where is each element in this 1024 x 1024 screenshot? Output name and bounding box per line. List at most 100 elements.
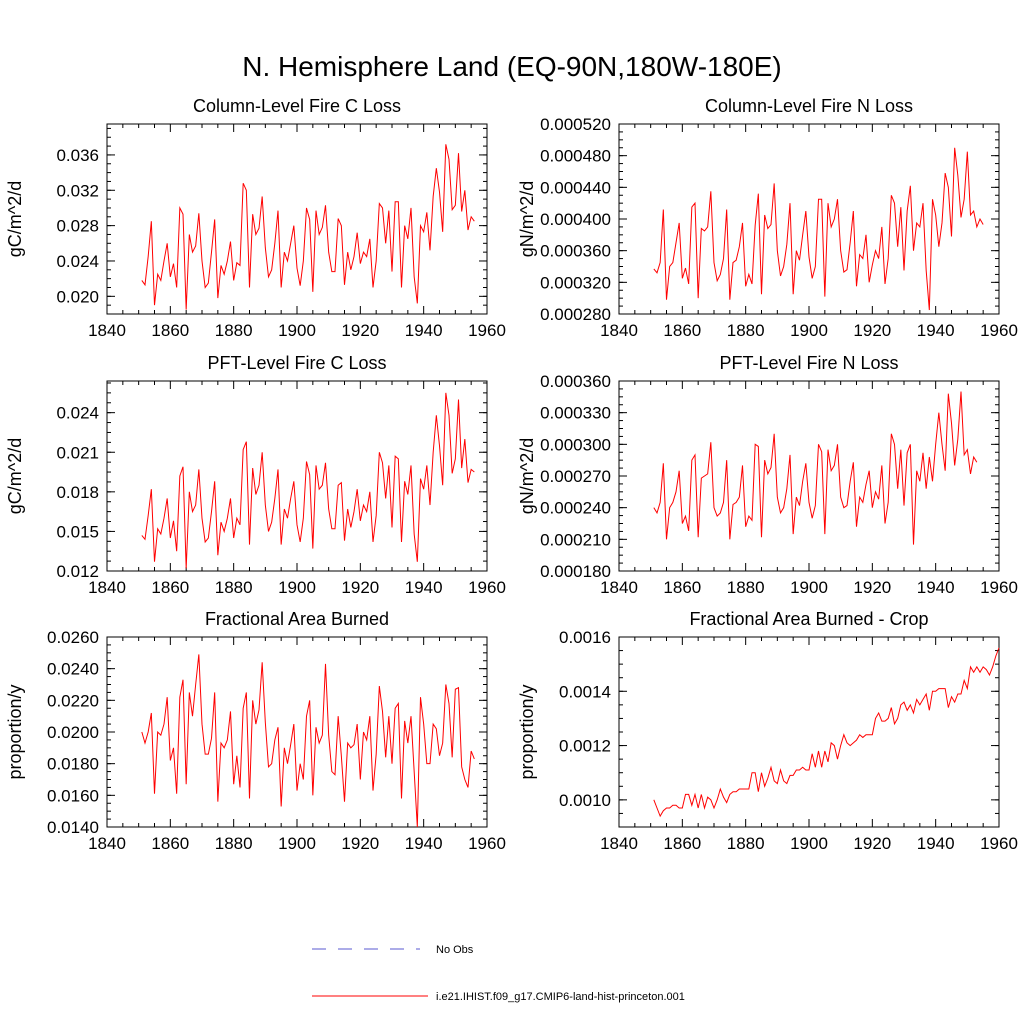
y-tick-label: 0.000240 [540, 499, 611, 518]
y-tick-label: 0.018 [56, 483, 99, 502]
panel-title: Column-Level Fire C Loss [193, 96, 401, 116]
figure-title: N. Hemisphere Land (EQ-90N,180W-180E) [242, 51, 782, 82]
series-line [141, 392, 475, 569]
y-tick-label: 0.000180 [540, 562, 611, 581]
y-tick-label: 0.0260 [47, 628, 99, 647]
y-tick-label: 0.0014 [559, 682, 611, 701]
chart-pft-level-fire-n-loss: PFT-Level Fire N Loss gN/m^2/d 1840 1860 188… [517, 353, 1018, 597]
x-tick-label: 1840 [600, 834, 638, 853]
chart-column-level-fire-n-loss: Column-Level Fire N Loss gN/m^2/d 1840 1860… [517, 96, 1018, 340]
x-tick-label: 1860 [151, 834, 189, 853]
x-tick-label: 1920 [341, 834, 379, 853]
panel-title: Column-Level Fire N Loss [705, 96, 913, 116]
y-axis-label: gN/m^2/d [517, 181, 537, 257]
y-tick-label: 0.024 [56, 252, 99, 271]
y-tick-label: 0.000320 [540, 273, 611, 292]
x-tick-label: 1860 [151, 578, 189, 597]
x-tick-label: 1840 [88, 321, 126, 340]
y-tick-label: 0.024 [56, 404, 99, 423]
x-tick-label: 1940 [917, 834, 955, 853]
plot-frame [106, 123, 488, 315]
chart-pft-level-fire-c-loss: PFT-Level Fire C Loss gC/m^2/d 1840 1860 188… [5, 353, 506, 597]
x-tick-label: 1940 [405, 834, 443, 853]
x-tick-label: 1900 [790, 321, 828, 340]
y-tick-label: 0.0180 [47, 755, 99, 774]
y-tick-label: 0.000360 [540, 372, 611, 391]
x-tick-label: 1960 [980, 578, 1018, 597]
x-tick-label: 1860 [663, 834, 701, 853]
series-line [653, 391, 978, 545]
x-tick-label: 1880 [727, 321, 765, 340]
x-tick-label: 1880 [215, 578, 253, 597]
y-tick-label: 0.000280 [540, 305, 611, 324]
series-line [141, 144, 475, 310]
y-tick-label: 0.000330 [540, 404, 611, 423]
x-tick-label: 1860 [663, 321, 701, 340]
x-tick-label: 1900 [278, 321, 316, 340]
x-tick-label: 1920 [853, 321, 891, 340]
y-tick-label: 0.036 [56, 146, 99, 165]
x-tick-label: 1900 [278, 578, 316, 597]
y-axis-label: proportion/y [517, 684, 537, 779]
x-tick-label: 1880 [215, 321, 253, 340]
x-tick-label: 1940 [405, 321, 443, 340]
y-tick-label: 0.020 [56, 287, 99, 306]
x-tick-label: 1960 [468, 321, 506, 340]
y-axis-label: proportion/y [5, 684, 25, 779]
series-line [653, 647, 1000, 818]
y-tick-label: 0.012 [56, 562, 99, 581]
x-tick-label: 1920 [853, 834, 891, 853]
y-tick-label: 0.000360 [540, 242, 611, 261]
plot-frame [618, 636, 1000, 828]
x-tick-label: 1840 [600, 578, 638, 597]
x-tick-label: 1940 [917, 578, 955, 597]
y-tick-label: 0.032 [56, 181, 99, 200]
y-tick-label: 0.015 [56, 522, 99, 541]
y-tick-label: 0.000520 [540, 115, 611, 134]
x-tick-label: 1860 [663, 578, 701, 597]
chart-column-level-fire-c-loss: Column-Level Fire C Loss gC/m^2/d 1840 1860… [5, 96, 506, 340]
y-tick-label: 0.000210 [540, 530, 611, 549]
series-line [141, 654, 475, 828]
x-tick-label: 1920 [341, 578, 379, 597]
series-line [653, 147, 984, 311]
y-tick-label: 0.0160 [47, 786, 99, 805]
y-tick-label: 0.021 [56, 443, 99, 462]
legend: No Obs i.e21.IHIST.f09_g17.CMIP6-land-hi… [312, 944, 685, 1003]
x-tick-label: 1860 [151, 321, 189, 340]
x-tick-label: 1880 [215, 834, 253, 853]
panel-title: PFT-Level Fire C Loss [207, 353, 386, 373]
y-tick-label: 0.000440 [540, 178, 611, 197]
y-tick-label: 0.000300 [540, 435, 611, 454]
plot-frame [618, 380, 1000, 572]
y-tick-label: 0.000480 [540, 147, 611, 166]
x-tick-label: 1920 [853, 578, 891, 597]
x-tick-label: 1840 [88, 834, 126, 853]
chart-fractional-area-burned: Fractional Area Burned proportion/y 1840 18… [5, 609, 506, 853]
panel-title: Fractional Area Burned - Crop [689, 609, 928, 629]
x-tick-label: 1920 [341, 321, 379, 340]
y-tick-label: 0.0240 [47, 660, 99, 679]
y-axis-label: gC/m^2/d [5, 438, 25, 514]
panel-title: Fractional Area Burned [205, 609, 389, 629]
x-tick-label: 1900 [790, 578, 828, 597]
legend-obs-label: No Obs [436, 944, 474, 956]
x-tick-label: 1940 [917, 321, 955, 340]
x-tick-label: 1900 [790, 834, 828, 853]
y-axis-label: gN/m^2/d [517, 438, 537, 514]
plot-frame [106, 380, 488, 572]
y-axis-label: gC/m^2/d [5, 181, 25, 257]
panel-title: PFT-Level Fire N Loss [719, 353, 898, 373]
x-tick-label: 1840 [88, 578, 126, 597]
chart-fractional-area-burned-crop: Fractional Area Burned - Crop proportion/… [517, 609, 1018, 853]
x-tick-label: 1960 [980, 834, 1018, 853]
x-tick-label: 1880 [727, 834, 765, 853]
x-tick-label: 1880 [727, 578, 765, 597]
y-tick-label: 0.0010 [559, 791, 611, 810]
legend-model-label: i.e21.IHIST.f09_g17.CMIP6-land-hist-prin… [436, 991, 685, 1003]
y-tick-label: 0.0220 [47, 691, 99, 710]
x-tick-label: 1960 [468, 834, 506, 853]
panels: Column-Level Fire C Loss gC/m^2/d 1840 1860… [5, 96, 1018, 853]
y-tick-label: 0.0200 [47, 723, 99, 742]
